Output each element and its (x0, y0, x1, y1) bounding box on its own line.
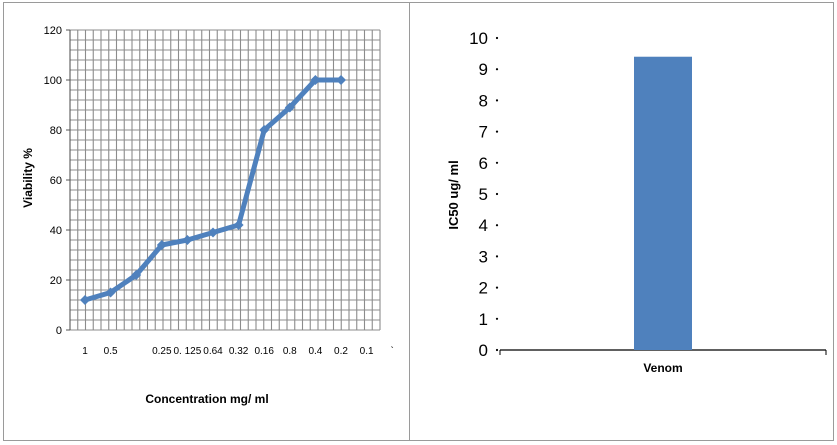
data-point (336, 75, 346, 85)
y-tick-dot (495, 348, 499, 352)
y-tick-label: 7 (479, 123, 488, 142)
x-tick-label: 0.5 (104, 346, 118, 357)
category-label: Venom (643, 361, 682, 375)
y-tick-dot (495, 161, 499, 164)
right-panel-border (409, 2, 834, 441)
y-tick-label: 10 (469, 29, 488, 48)
y-tick-label: 3 (479, 247, 488, 266)
series-points (80, 75, 346, 305)
y-tick-label: 60 (50, 175, 62, 187)
y-tick-label: 100 (44, 75, 62, 87)
data-point (208, 227, 218, 238)
x-tick-label: ` (391, 345, 394, 357)
bar-chart-categories: Venom (643, 361, 682, 375)
line-chart-y-ticks: 0 20 40 60 80 100 120 (44, 25, 70, 337)
y-tick-dot (495, 68, 499, 71)
y-tick-label: 1 (479, 310, 488, 329)
y-tick-label: 120 (44, 25, 62, 37)
x-tick-label: 0.25 (152, 346, 172, 357)
y-tick-label: 0 (479, 341, 488, 360)
data-point (233, 220, 244, 230)
data-point (284, 102, 295, 113)
data-point (105, 287, 116, 298)
x-tick-label: 0.64 (203, 346, 223, 357)
data-point (80, 295, 90, 305)
y-tick-dot (495, 192, 499, 196)
x-tick-label: 1 (82, 346, 88, 357)
line-chart-x-axis-label: Concentration mg/ ml (145, 392, 268, 406)
y-tick-dot (495, 286, 499, 289)
y-tick-label: 8 (479, 91, 488, 110)
y-tick-label: 20 (50, 275, 62, 287)
bar-chart-axes (499, 349, 827, 355)
y-tick-dot (495, 36, 499, 40)
viability-line-chart: 0 20 40 60 80 100 120 1 0.5 0.25 0. 125 0.64 0.32 0.… (21, 25, 394, 406)
y-tick-dot (495, 130, 499, 133)
y-tick-label: 6 (479, 154, 488, 173)
y-tick-dot (495, 255, 499, 258)
bar-chart-bars (634, 56, 692, 350)
x-tick-label: 0.8 (283, 346, 297, 357)
x-tick-label: 0.1 (360, 346, 374, 357)
y-tick-label: 0 (56, 325, 62, 337)
data-point (182, 235, 193, 245)
line-chart-y-axis-label: Viability % (21, 148, 35, 208)
x-tick-label: 0. 125 (173, 346, 201, 357)
y-tick-dot (495, 224, 499, 227)
y-tick-dot (495, 317, 499, 320)
y-tick-label: 2 (479, 279, 488, 298)
x-tick-label: 0.4 (308, 346, 322, 357)
line-chart-grid (69, 29, 381, 331)
data-point (156, 240, 167, 250)
data-point (131, 270, 142, 280)
y-tick-label: 40 (50, 225, 62, 237)
y-tick-label: 4 (479, 216, 488, 235)
data-point (259, 125, 270, 135)
line-chart-x-ticks: 1 0.5 0.25 0. 125 0.64 0.32 0.16 0.8 0.4 0.2 0.1 ` (82, 345, 394, 357)
y-tick-label: 9 (479, 60, 488, 79)
bar-chart-y-axis-label: IC50 ug/ ml (446, 160, 461, 229)
data-point (310, 75, 321, 85)
bar-chart-y-ticks: 0 1 2 3 4 5 6 7 8 9 10 (469, 29, 499, 360)
y-tick-label: 80 (50, 125, 62, 137)
x-tick-label: 0.2 (334, 346, 348, 357)
x-tick-label: 0.16 (254, 346, 274, 357)
y-tick-label: 5 (479, 185, 488, 204)
ic50-bar-chart: 0 1 2 3 4 5 6 7 8 9 10 Venom IC50 ug/ ml (446, 29, 827, 375)
bar (634, 56, 692, 350)
y-tick-dot (495, 99, 499, 102)
x-tick-label: 0.32 (229, 346, 249, 357)
